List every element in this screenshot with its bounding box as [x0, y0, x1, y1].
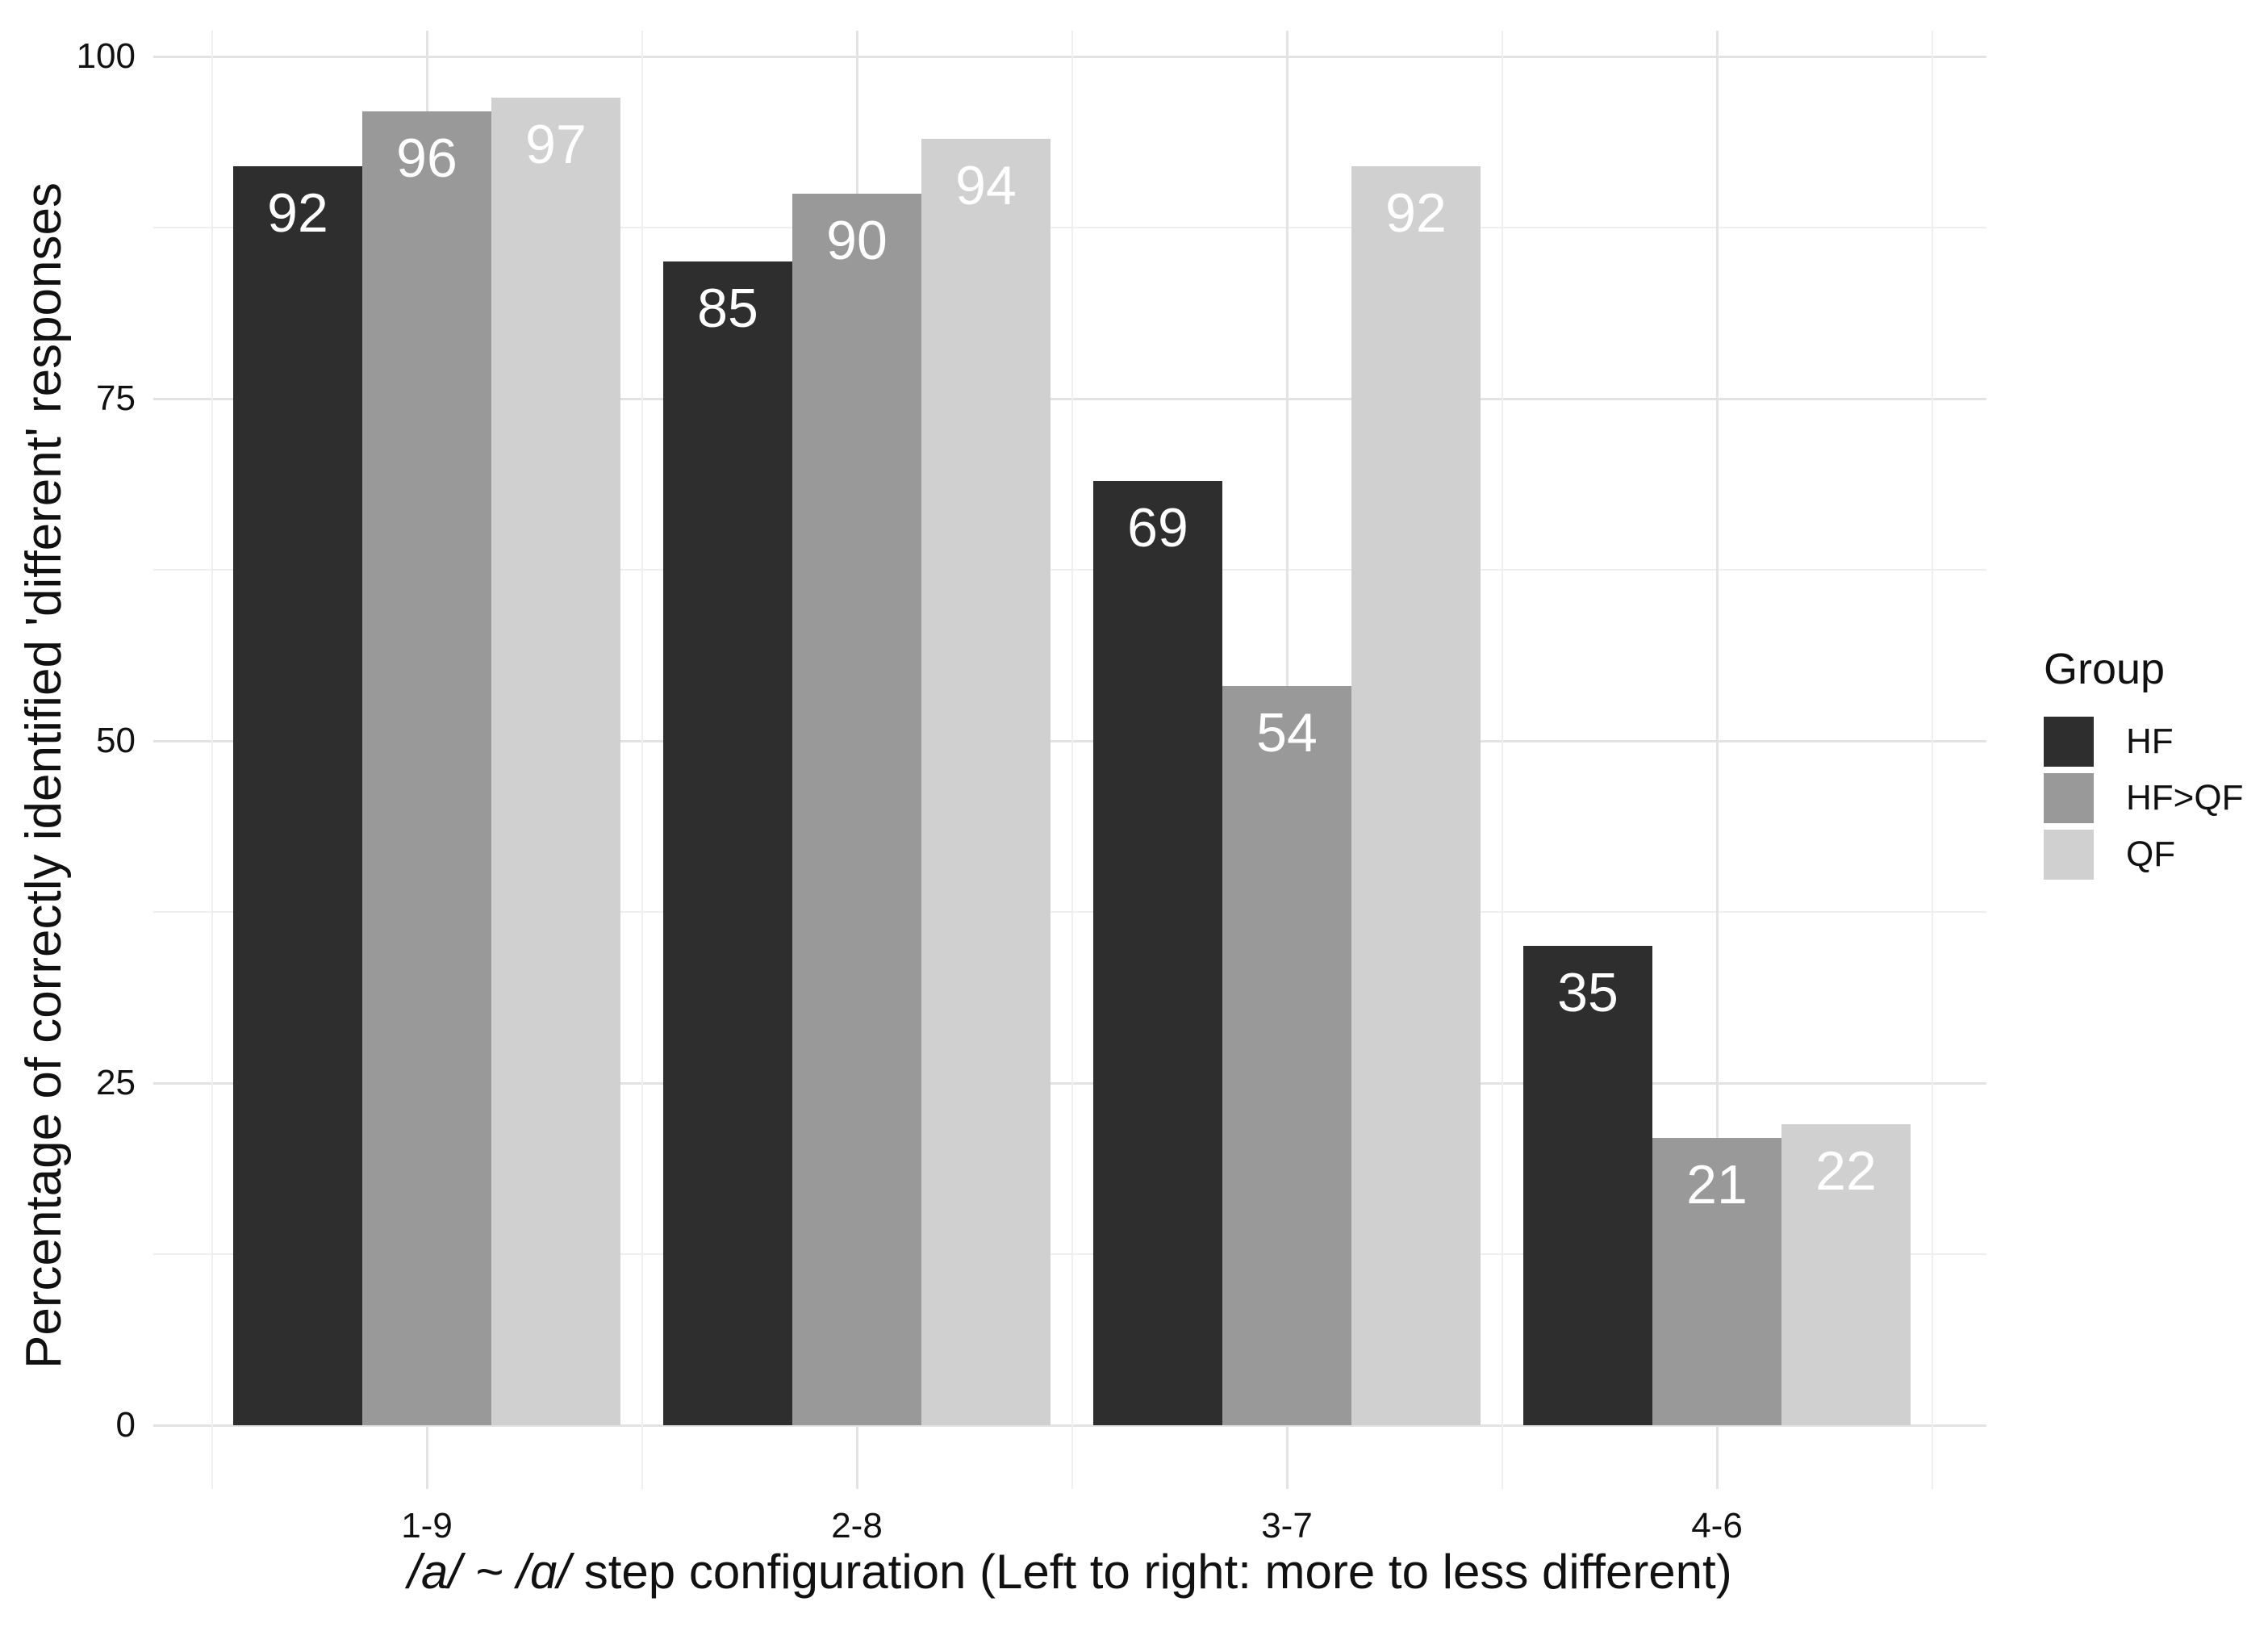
bar-value-label: 96: [396, 127, 457, 189]
legend-item-hf-qf: HF>QF: [2044, 773, 2243, 823]
bar-hf-3-7: 69: [1093, 480, 1222, 1425]
bar-hf-qf-2-8: 90: [792, 193, 921, 1425]
gridline-vertical-minor: [211, 31, 213, 1489]
bar-hf-qf-1-9: 96: [362, 111, 491, 1425]
bar-value-label: 54: [1256, 702, 1318, 764]
bar-value-label: 85: [697, 278, 758, 340]
y-tick-label: 50: [96, 721, 136, 760]
legend-items: HF HF>QF QF: [2044, 717, 2243, 880]
bar-value-label: 97: [525, 113, 587, 175]
y-tick-label: 100: [76, 36, 136, 76]
legend-item-hf: HF: [2044, 717, 2243, 767]
legend: Group HF HF>QF QF: [2044, 647, 2243, 886]
x-tick-label: 3-7: [1261, 1506, 1313, 1545]
x-tick-label: 4-6: [1691, 1506, 1743, 1545]
legend-label-qf: QF: [2126, 834, 2176, 874]
bar-hf-qf-4-6: 21: [1652, 1137, 1781, 1425]
y-tick-label: 75: [96, 379, 136, 418]
gridline-horizontal-major: [153, 739, 1986, 742]
legend-swatch-hf: [2044, 717, 2094, 767]
gridline-vertical-minor: [1931, 31, 1933, 1489]
x-tick-label: 2-8: [831, 1506, 883, 1545]
bar-value-label: 94: [955, 154, 1017, 216]
bar-value-label: 92: [267, 182, 328, 244]
bar-value-label: 22: [1815, 1140, 1877, 1202]
gridline-vertical-minor: [1501, 31, 1503, 1489]
bar-value-label: 69: [1127, 496, 1188, 558]
bar-value-label: 35: [1557, 962, 1619, 1024]
gridline-vertical-major: [1715, 31, 1719, 1489]
bar-hf-2-8: 85: [663, 261, 792, 1425]
gridline-vertical-minor: [1071, 31, 1073, 1489]
x-tick-label: 1-9: [401, 1506, 453, 1545]
bar-hf-4-6: 35: [1523, 946, 1652, 1425]
x-axis-title-phonemes: /a/ ~ /ɑ/: [407, 1545, 571, 1599]
bar-value-label: 90: [826, 209, 888, 271]
bar-qf-1-9: 97: [491, 97, 620, 1425]
gridline-horizontal-minor: [153, 227, 1986, 228]
legend-swatch-qf: [2044, 830, 2094, 880]
bar-value-label: 21: [1686, 1153, 1748, 1215]
gridline-horizontal-minor: [153, 1253, 1986, 1255]
x-axis-title: /a/ ~ /ɑ/ step configuration (Left to ri…: [153, 1546, 1986, 1598]
gridline-horizontal-major: [153, 55, 1986, 58]
bar-qf-3-7: 92: [1351, 165, 1481, 1425]
gridline-horizontal-major: [153, 1081, 1986, 1085]
bar-value-label: 92: [1385, 182, 1447, 244]
gridline-horizontal-minor: [153, 911, 1986, 913]
gridline-horizontal-major: [153, 397, 1986, 400]
bar-qf-4-6: 22: [1781, 1123, 1911, 1425]
gridline-horizontal-major: [153, 1424, 1986, 1427]
bar-hf-qf-3-7: 54: [1222, 686, 1351, 1425]
legend-swatch-hf-qf: [2044, 773, 2094, 823]
x-axis-title-text: step configuration (Left to right: more …: [570, 1545, 1732, 1599]
legend-title: Group: [2044, 645, 2166, 693]
legend-label-hf-qf: HF>QF: [2126, 778, 2244, 818]
bar-hf-1-9: 92: [233, 165, 362, 1425]
bar-qf-2-8: 94: [921, 138, 1050, 1425]
y-tick-label: 0: [115, 1405, 136, 1445]
y-axis-title: Percentage of correctly identified 'diff…: [16, 182, 72, 1370]
legend-item-qf: QF: [2044, 830, 2243, 880]
gridline-vertical-minor: [641, 31, 643, 1489]
gridline-horizontal-minor: [153, 569, 1986, 571]
legend-label-hf: HF: [2126, 721, 2174, 761]
y-tick-label: 25: [96, 1063, 136, 1102]
